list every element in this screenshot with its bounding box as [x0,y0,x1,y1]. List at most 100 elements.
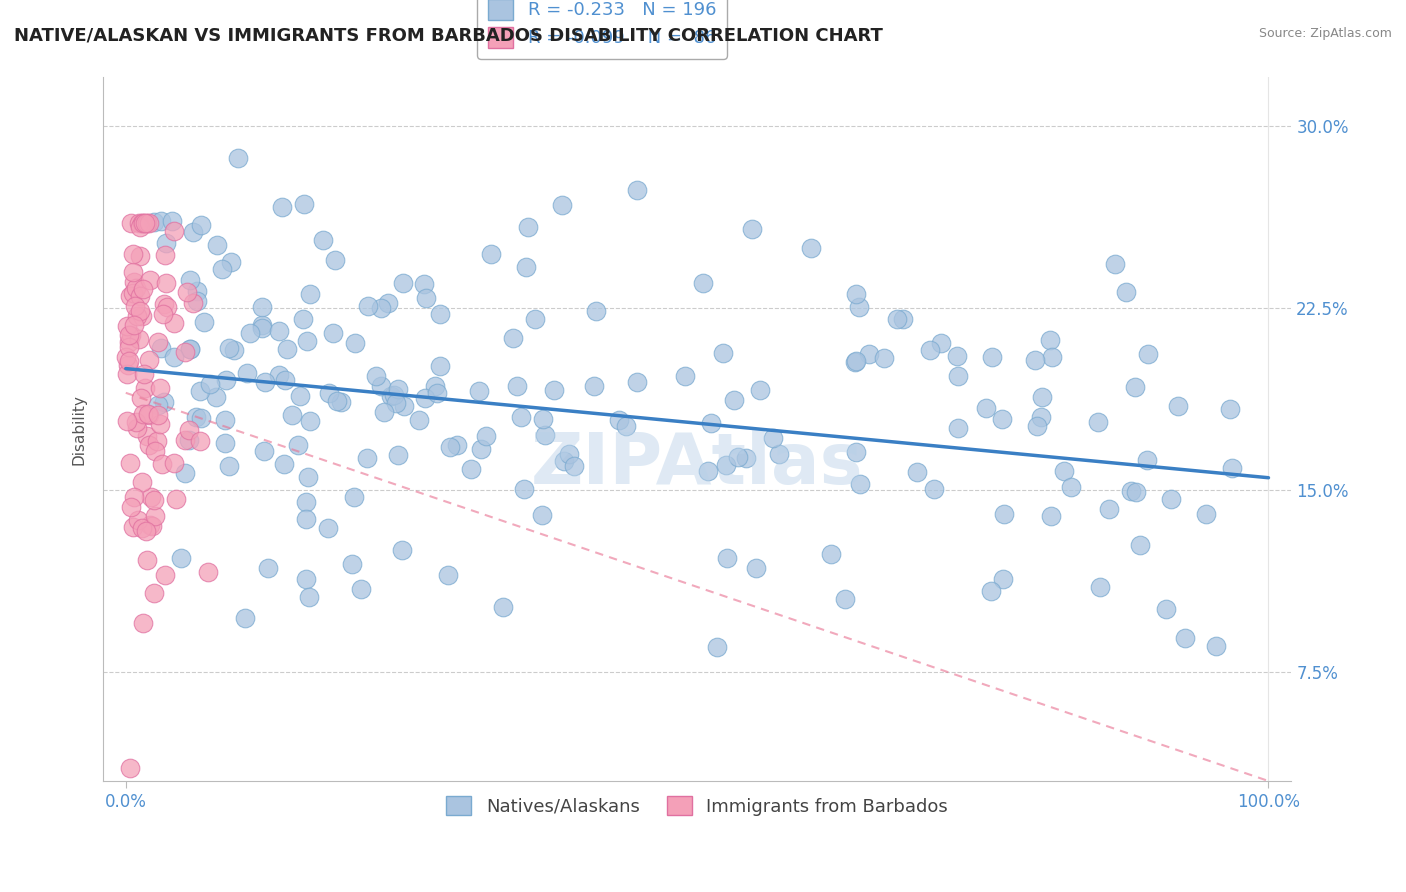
Point [139,518,162,533]
Point [582,379,605,393]
Point [326,393,349,408]
Point [118,340,141,354]
Point [190,434,212,449]
Point [437,568,460,582]
Point [446,438,468,452]
Point [748,383,770,397]
Point [318,386,340,401]
Point [292,312,315,326]
Point [468,384,491,399]
Point [146,408,169,422]
Point [1123,380,1146,394]
Point [131,475,153,490]
Point [128,304,150,318]
Text: Source: ZipAtlas.com: Source: ZipAtlas.com [1258,27,1392,40]
Point [1052,464,1074,478]
Point [517,219,540,234]
Point [1031,390,1053,404]
Point [177,423,200,437]
Point [118,334,141,349]
Point [1059,480,1081,494]
Point [156,300,179,314]
Point [845,354,868,368]
Point [129,220,152,235]
Point [197,565,219,579]
Point [1137,347,1160,361]
Point [415,291,437,305]
Point [122,247,145,261]
Point [626,376,648,390]
Point [515,260,537,274]
Point [125,415,148,429]
Point [138,438,160,452]
Point [239,326,262,340]
Point [357,299,380,313]
Point [139,490,162,504]
Point [350,582,373,596]
Point [1129,538,1152,552]
Point [250,321,273,335]
Point [1038,333,1060,347]
Point [134,381,156,395]
Point [211,261,233,276]
Point [562,458,585,473]
Point [502,331,524,345]
Point [163,456,186,470]
Point [1136,453,1159,467]
Point [429,306,451,320]
Point [129,391,152,405]
Point [219,255,242,269]
Point [974,401,997,416]
Point [190,218,212,232]
Point [153,394,176,409]
Point [122,520,145,534]
Point [174,345,197,359]
Point [298,414,321,428]
Point [170,550,193,565]
Point [991,412,1014,426]
Point [820,547,842,561]
Point [391,543,413,558]
Point [474,429,496,443]
Point [322,326,344,340]
Point [131,521,153,535]
Point [190,410,212,425]
Point [492,600,515,615]
Point [281,408,304,422]
Point [382,388,405,402]
Point [297,469,319,483]
Point [149,214,172,228]
Point [886,312,908,326]
Point [198,376,221,391]
Point [534,428,557,442]
Point [1219,402,1241,417]
Point [236,366,259,380]
Point [692,276,714,290]
Point [270,200,292,214]
Point [174,467,197,481]
Point [1098,501,1121,516]
Point [342,557,364,571]
Point [299,287,322,301]
Point [177,433,200,447]
Point [585,303,607,318]
Point [408,413,430,427]
Point [530,508,553,522]
Point [844,355,866,369]
Point [155,235,177,250]
Point [131,216,153,230]
Point [118,456,141,470]
Point [392,399,415,413]
Point [429,359,451,374]
Point [287,438,309,452]
Point [138,353,160,368]
Point [607,413,630,427]
Point [298,590,321,604]
Point [1104,257,1126,271]
Point [160,213,183,227]
Point [506,379,529,393]
Point [946,421,969,435]
Point [120,216,142,230]
Point [373,405,395,419]
Point [179,343,201,357]
